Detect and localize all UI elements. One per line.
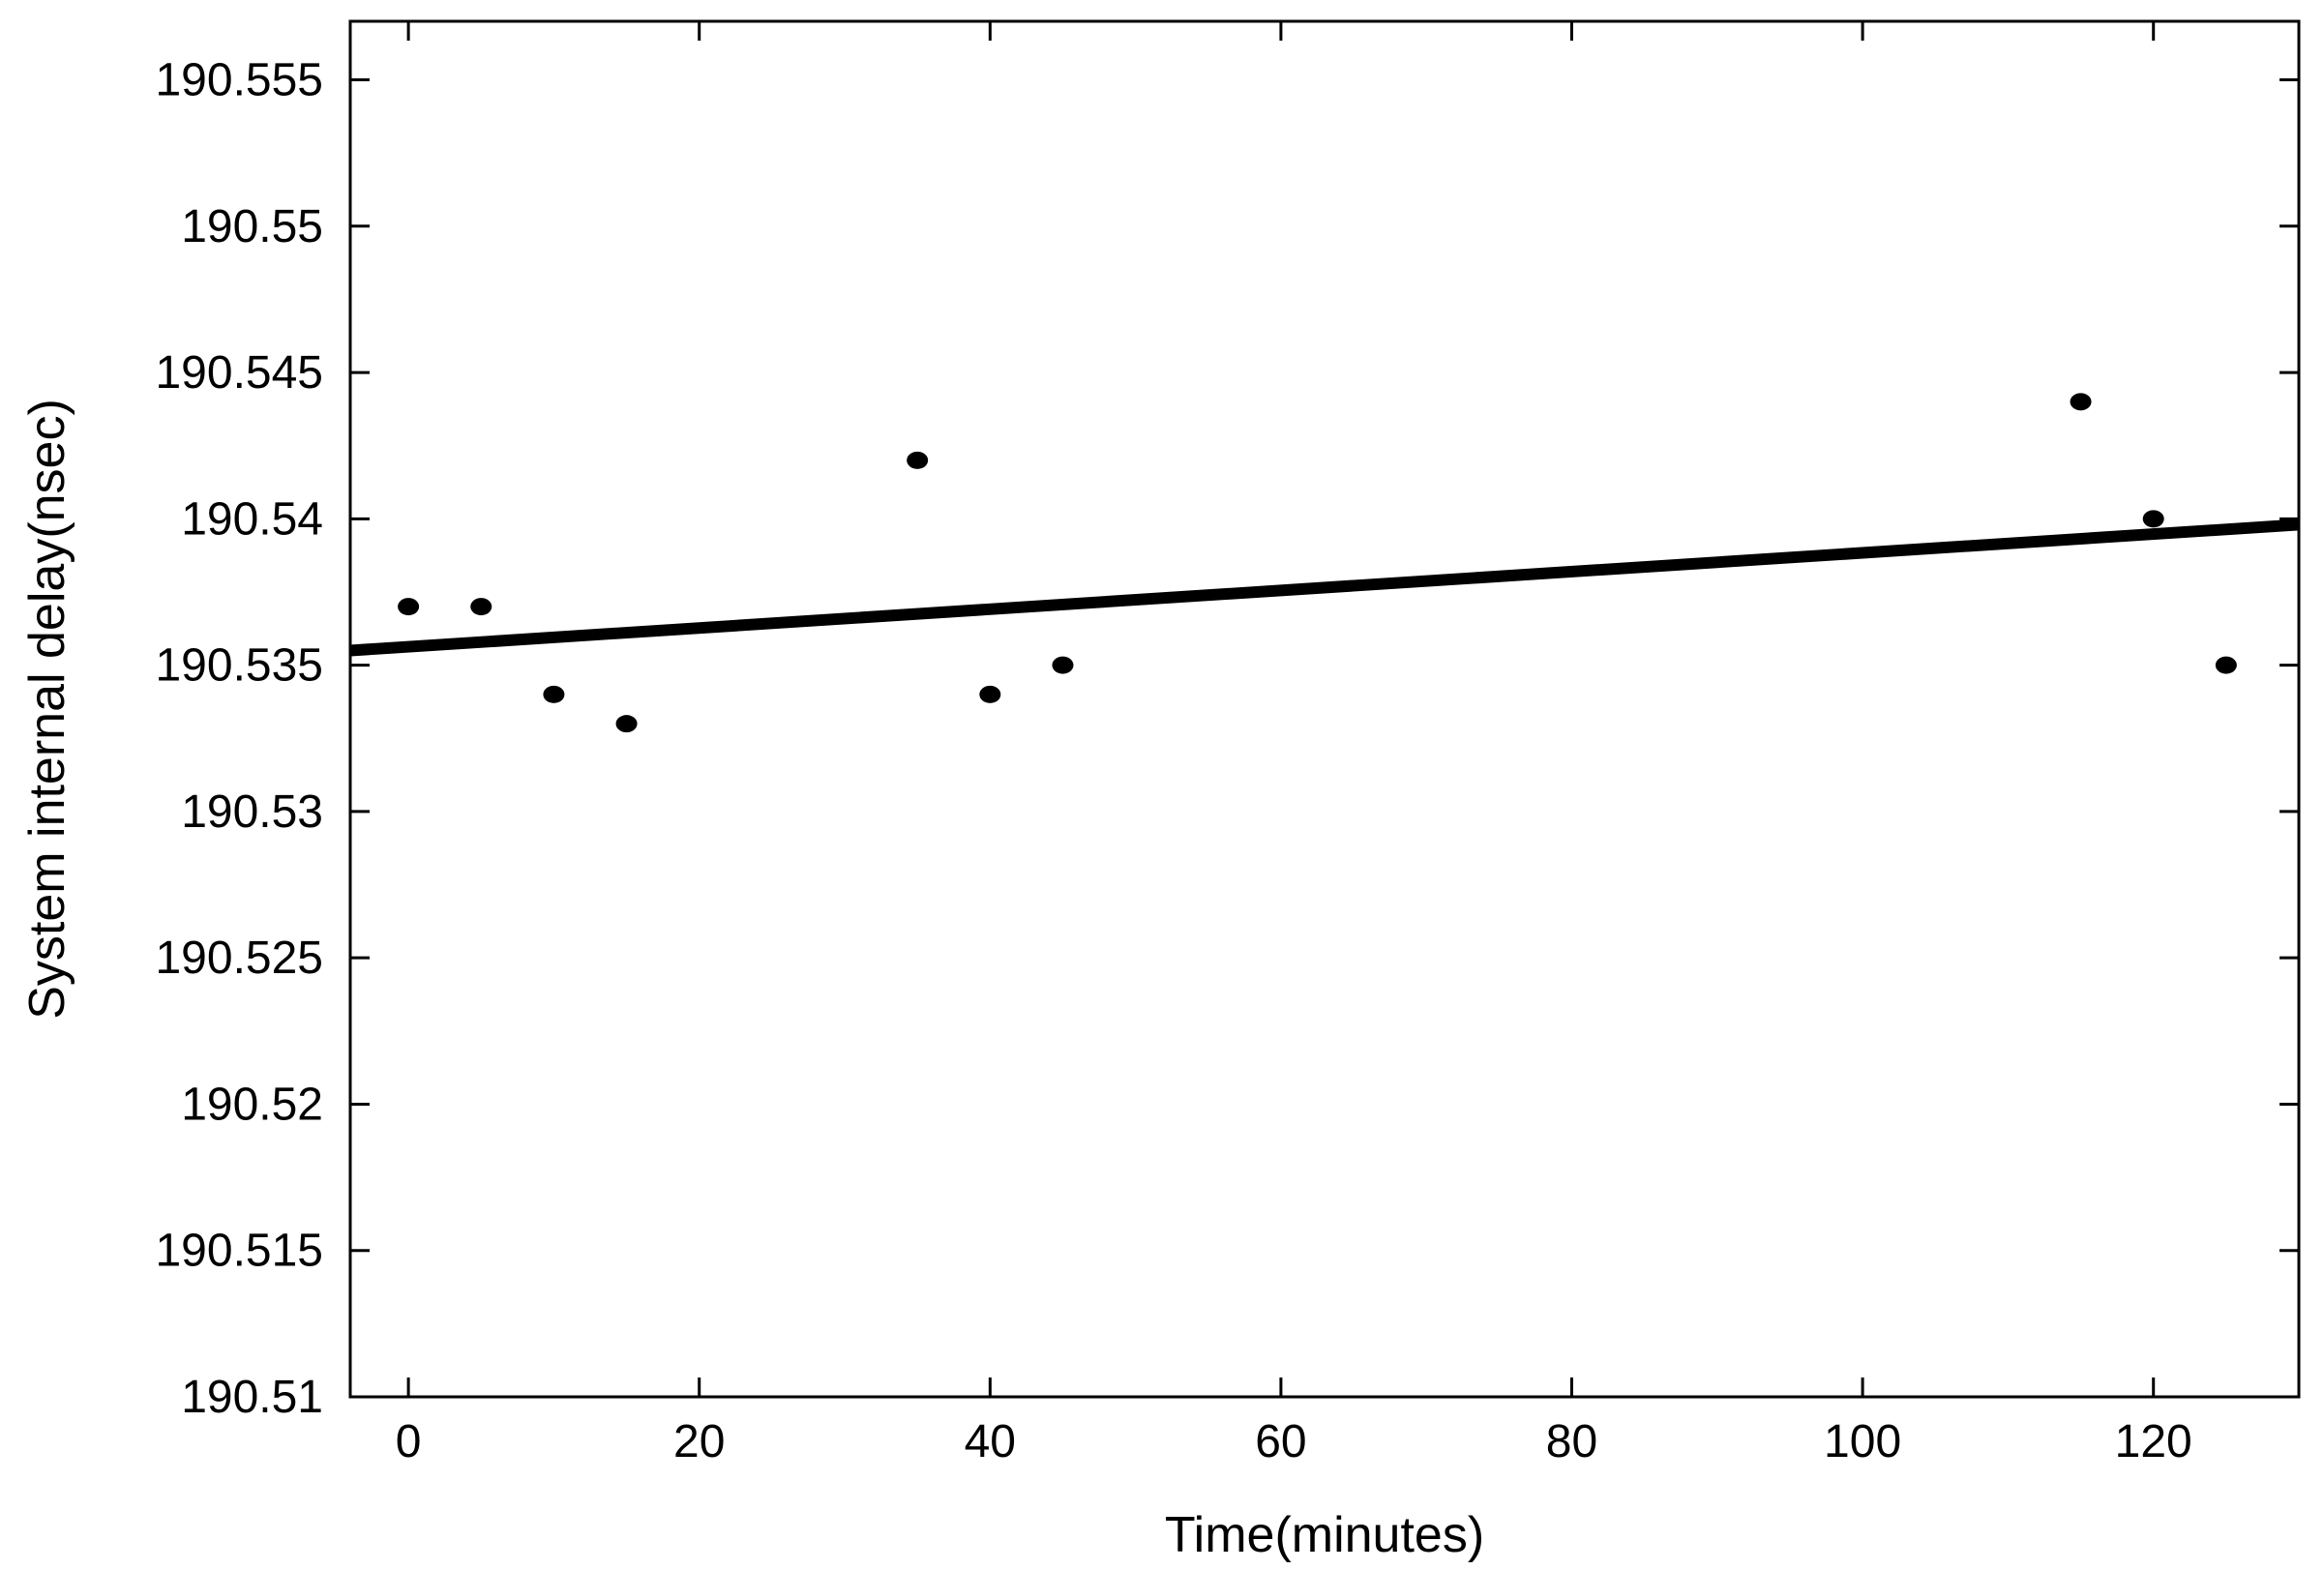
x-tick-label: 40 (965, 1416, 1016, 1467)
x-tick-label: 0 (396, 1416, 422, 1467)
y-tick-label: 190.53 (181, 786, 323, 838)
data-point (907, 451, 929, 469)
plot-area-frame (348, 19, 2301, 1399)
x-tick-labels: 0 20 40 60 80 100 120 (396, 1416, 2192, 1467)
axis-ticks (350, 21, 2299, 1399)
y-tick-label: 190.555 (155, 55, 323, 106)
data-point (1052, 656, 1074, 674)
data-point (615, 715, 638, 733)
x-tick-label: 20 (673, 1416, 725, 1467)
data-point (398, 598, 420, 616)
fit-line-layer (349, 518, 2300, 657)
y-axis-label: System internal delay(nsec) (19, 399, 75, 1020)
y-tick-label: 190.54 (181, 493, 323, 545)
y-tick-label: 190.52 (181, 1079, 323, 1130)
data-point (543, 685, 565, 703)
data-point (979, 685, 1001, 703)
fit-line (349, 518, 2300, 657)
data-point (470, 598, 492, 616)
data-points (398, 393, 2237, 733)
x-tick-label: 60 (1255, 1416, 1306, 1467)
y-tick-labels: 190.51 190.515 190.52 190.525 190.53 190.535 1… (155, 55, 323, 1423)
x-tick-label: 100 (1824, 1416, 1901, 1467)
x-tick-label: 120 (2115, 1416, 2192, 1467)
y-tick-label: 190.515 (155, 1226, 323, 1277)
y-tick-label: 190.545 (155, 347, 323, 399)
y-tick-label: 190.51 (181, 1372, 323, 1423)
y-tick-label: 190.55 (181, 201, 323, 252)
data-point (2142, 510, 2164, 528)
data-point (2070, 393, 2092, 411)
y-tick-label: 190.535 (155, 640, 323, 692)
data-point (2215, 656, 2237, 674)
y-tick-label: 190.525 (155, 933, 323, 984)
x-tick-label: 80 (1546, 1416, 1597, 1467)
x-axis-label: Time(minutes) (1165, 1507, 1484, 1563)
